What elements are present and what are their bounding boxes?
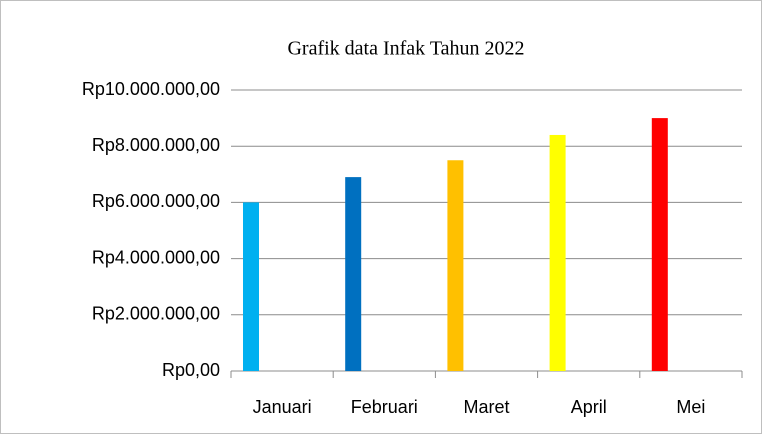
y-tick-label: Rp8.000.000,00: [92, 135, 220, 155]
x-tick-label: Januari: [253, 397, 312, 417]
x-tick-label: April: [571, 397, 607, 417]
bar: [651, 118, 668, 371]
x-tick-label: Maret: [463, 397, 509, 417]
y-tick-label: Rp6.000.000,00: [92, 191, 220, 211]
y-tick-label: Rp0,00: [162, 360, 220, 380]
y-tick-label: Rp2.000.000,00: [92, 304, 220, 324]
bar: [345, 177, 362, 371]
y-tick-label: Rp4.000.000,00: [92, 247, 220, 267]
bar: [447, 160, 464, 371]
x-tick-label: Februari: [351, 397, 418, 417]
bar: [243, 202, 259, 371]
chart-title: Grafik data Infak Tahun 2022: [287, 38, 524, 60]
x-tick-label: Mei: [676, 397, 705, 417]
bar: [549, 134, 566, 371]
y-tick-label: Rp10.000.000,00: [82, 79, 220, 99]
